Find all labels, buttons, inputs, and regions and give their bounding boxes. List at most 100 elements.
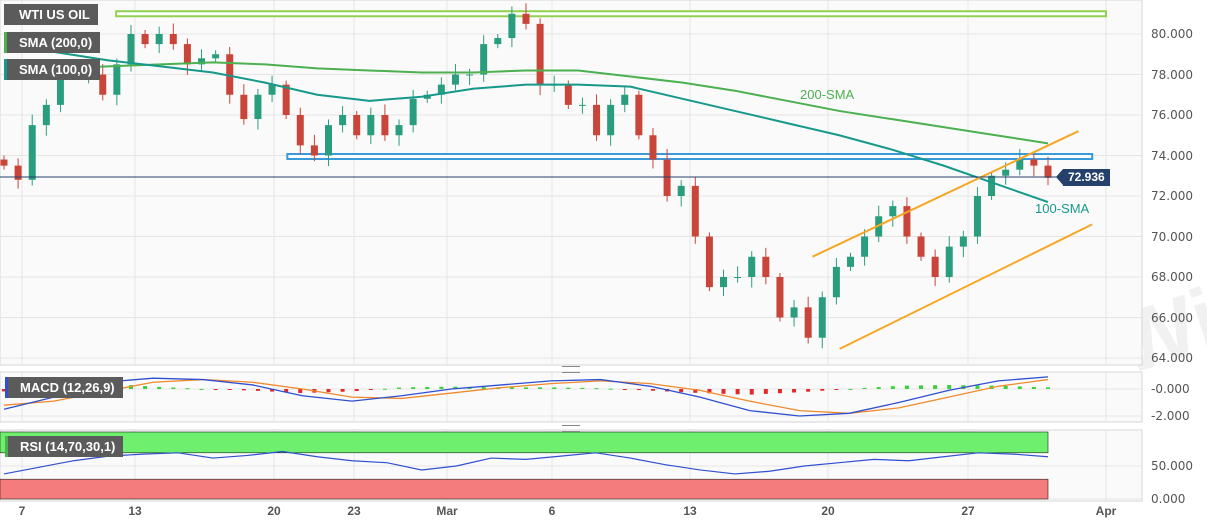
- candle-body: [0, 159, 8, 166]
- candle-body: [818, 297, 826, 338]
- candle-body: [691, 185, 699, 237]
- macd-histogram-bar: [919, 385, 924, 389]
- candle-body: [931, 256, 939, 277]
- candle-body: [226, 54, 234, 95]
- macd-histogram-bar: [354, 389, 359, 392]
- candle-body: [762, 256, 770, 277]
- candle-body: [113, 64, 121, 95]
- candle-body: [522, 13, 530, 24]
- candle-body: [409, 98, 417, 126]
- price-axis-label: 74.000: [1151, 148, 1193, 163]
- candle-body: [832, 266, 840, 298]
- rsi-oversold-zone: [0, 478, 1049, 500]
- candle-body: [395, 125, 403, 136]
- candle-body: [578, 104, 586, 106]
- date-axis-label: Mar: [436, 504, 458, 518]
- macd-histogram-bar: [890, 386, 895, 389]
- candle-body: [127, 34, 135, 65]
- sma200-legend[interactable]: SMA (200,0): [4, 32, 101, 53]
- channel-line: [811, 130, 1079, 258]
- macd-histogram-bar: [1031, 386, 1036, 389]
- candle-body: [339, 115, 347, 126]
- channel-line: [839, 223, 1093, 350]
- candle-body: [183, 44, 191, 65]
- macd-histogram-bar: [171, 387, 176, 389]
- candle-body: [790, 307, 798, 318]
- macd-histogram-bar: [749, 389, 754, 395]
- macd-histogram-bar: [199, 388, 204, 390]
- macd-histogram-bar: [707, 389, 712, 394]
- candle-body: [988, 175, 996, 196]
- candle-body: [677, 185, 685, 196]
- macd-histogram-bar: [650, 389, 655, 391]
- macd-histogram-bar: [298, 389, 303, 393]
- sma100-line: [3, 43, 1049, 204]
- macd-histogram-bar: [481, 387, 486, 389]
- candle-body: [212, 54, 220, 59]
- candle-body: [945, 246, 953, 277]
- horizontal-level: [286, 153, 1094, 161]
- candle-body: [240, 94, 248, 120]
- macd-histogram-bar: [636, 389, 641, 391]
- macd-histogram-bar: [227, 389, 232, 390]
- macd-histogram-bar: [862, 387, 867, 389]
- pane-resize-handle[interactable]: [562, 425, 580, 432]
- candle-body: [282, 84, 290, 115]
- macd-histogram-bar: [1017, 386, 1022, 389]
- macd-line: [3, 376, 1049, 417]
- macd-histogram-bar: [524, 387, 528, 389]
- candle-body: [635, 94, 643, 136]
- macd-histogram-bar: [284, 389, 289, 393]
- candle-body: [437, 84, 445, 95]
- macd-histogram-bar: [947, 384, 952, 389]
- macd-histogram-bar: [397, 387, 402, 389]
- macd-histogram-bar: [693, 389, 698, 393]
- date-axis-label: 13: [683, 504, 697, 518]
- macd-histogram-bar: [185, 388, 190, 390]
- candle-body: [451, 74, 459, 85]
- macd-signal-line: [3, 378, 1049, 414]
- symbol-label[interactable]: WTI US OIL: [4, 4, 98, 25]
- candle-body: [296, 115, 304, 146]
- date-axis-label: 6: [548, 504, 556, 518]
- macd-histogram-bar: [213, 389, 218, 390]
- macd-legend[interactable]: MACD (12,26,9): [5, 377, 123, 398]
- candle-body: [198, 58, 206, 65]
- sma100-annotation: 100-SMA: [1035, 201, 1090, 216]
- price-axis-label: 80.000: [1151, 27, 1193, 41]
- macd-histogram-bar: [538, 387, 543, 389]
- macd-histogram-bar: [411, 387, 416, 389]
- macd-histogram-bar: [933, 385, 938, 389]
- candle-body: [720, 277, 728, 288]
- candle-body: [155, 34, 163, 45]
- rsi-line: [3, 450, 1049, 475]
- macd-histogram-bar: [622, 389, 627, 390]
- candle-body: [381, 115, 389, 136]
- macd-histogram-bar: [143, 386, 148, 389]
- macd-histogram-bar: [368, 389, 373, 390]
- date-axis-label: Apr: [1095, 504, 1117, 518]
- candle-body: [776, 277, 784, 318]
- macd-histogram-bar: [876, 387, 881, 389]
- pane-resize-handle[interactable]: [562, 366, 580, 373]
- macd-histogram-bar: [1003, 386, 1008, 389]
- price-axis-label: 78.000: [1151, 67, 1193, 82]
- macd-histogram-bar: [594, 388, 599, 390]
- candle-body: [607, 104, 615, 136]
- candle-body: [310, 145, 318, 156]
- macd-histogram-bar: [904, 385, 909, 389]
- macd-histogram-bar: [453, 386, 458, 389]
- rsi-legend[interactable]: RSI (14,70,30,1): [5, 436, 124, 457]
- sma200-line: [4, 61, 1049, 145]
- date-axis-label: 27: [961, 504, 975, 518]
- macd-histogram-bar: [340, 389, 345, 392]
- candle-body: [56, 74, 64, 105]
- candle-body: [804, 307, 812, 338]
- macd-histogram-bar: [806, 389, 811, 392]
- candle-body: [14, 165, 22, 180]
- sma100-legend[interactable]: SMA (100,0): [4, 59, 101, 80]
- macd-histogram-bar: [2, 389, 6, 392]
- price-axis-label: 66.000: [1151, 310, 1193, 325]
- candle-body: [621, 94, 629, 105]
